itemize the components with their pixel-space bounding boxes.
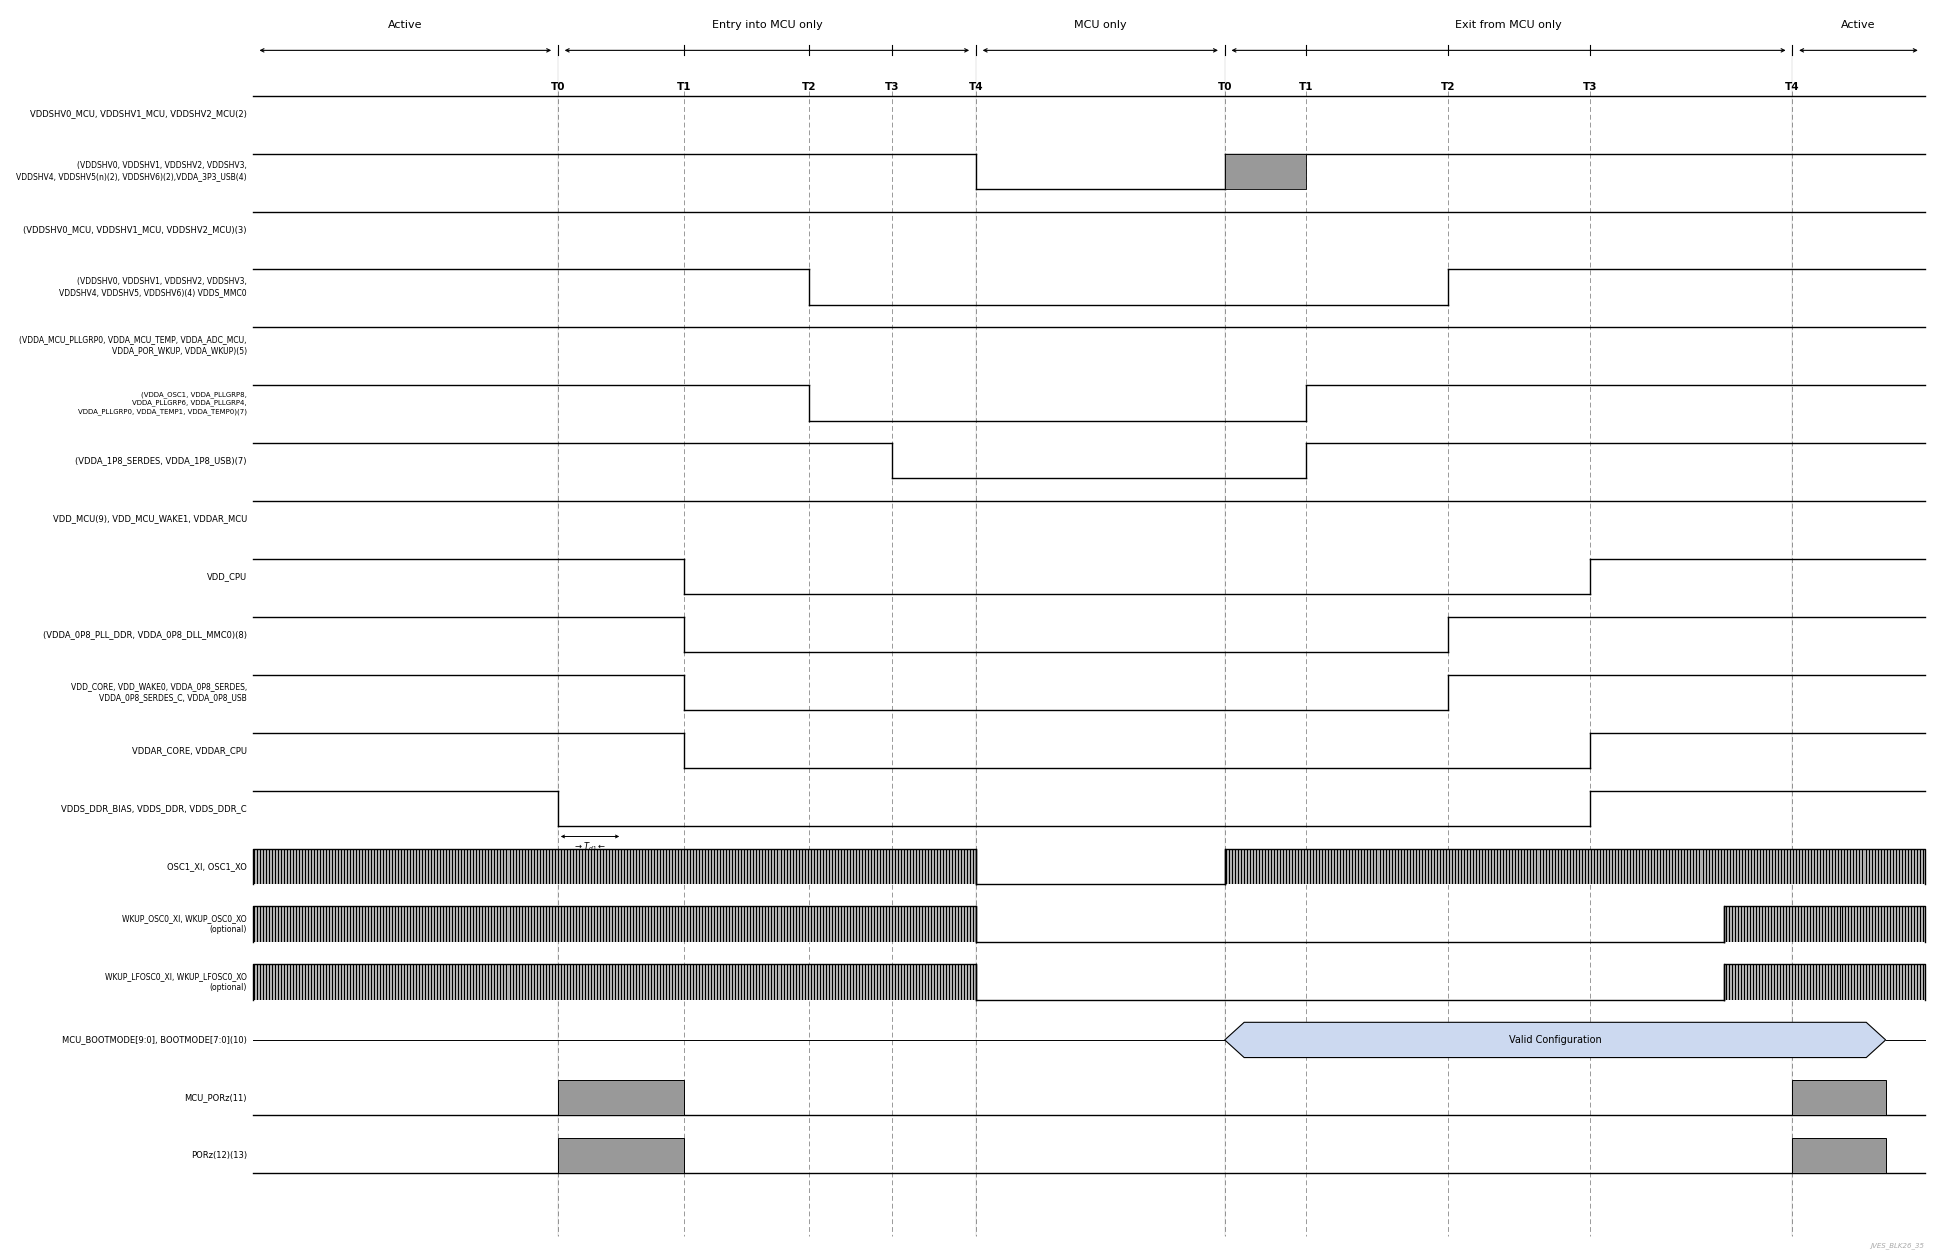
Text: T4: T4 [1785, 82, 1800, 92]
Bar [1724, 906, 1925, 942]
Text: MCU_PORz(11): MCU_PORz(11) [185, 1093, 247, 1103]
Bar [558, 1138, 684, 1173]
Text: VDDAR_CORE, VDDAR_CPU: VDDAR_CORE, VDDAR_CPU [132, 745, 247, 755]
Bar [1792, 1138, 1886, 1173]
Text: Entry into MCU only: Entry into MCU only [712, 20, 822, 30]
Text: (VDDA_MCU_PLLGRP0, VDDA_MCU_TEMP, VDDA_ADC_MCU,
VDDA_POR_WKUP, VDDA_WKUP)(5): (VDDA_MCU_PLLGRP0, VDDA_MCU_TEMP, VDDA_A… [19, 335, 247, 355]
Text: MCU_BOOTMODE[9:0], BOOTMODE[7:0](10): MCU_BOOTMODE[9:0], BOOTMODE[7:0](10) [62, 1035, 247, 1045]
Text: MCU only: MCU only [1073, 20, 1128, 30]
Text: T2: T2 [801, 82, 816, 92]
Text: Active: Active [1841, 20, 1876, 30]
Bar [1225, 849, 1925, 884]
Polygon shape [1225, 1022, 1886, 1058]
Bar [558, 1080, 684, 1115]
Text: VDD_CPU: VDD_CPU [206, 572, 247, 582]
Text: (VDDSHV0, VDDSHV1, VDDSHV2, VDDSHV3,
VDDSHV4, VDDSHV5(n)(2), VDDSHV6)(2),VDDA_3P: (VDDSHV0, VDDSHV1, VDDSHV2, VDDSHV3, VDD… [16, 161, 247, 181]
Text: $\rightarrow T_{d1} \leftarrow$: $\rightarrow T_{d1} \leftarrow$ [573, 840, 607, 852]
Text: VDD_CORE, VDD_WAKE0, VDDA_0P8_SERDES,
VDDA_0P8_SERDES_C, VDDA_0P8_USB: VDD_CORE, VDD_WAKE0, VDDA_0P8_SERDES, VD… [70, 682, 247, 703]
Text: T3: T3 [885, 82, 900, 92]
Text: PORz(12)(13): PORz(12)(13) [191, 1151, 247, 1161]
Bar [1792, 1080, 1886, 1115]
Text: T3: T3 [1582, 82, 1598, 92]
Bar [1724, 964, 1925, 1000]
Bar [253, 906, 976, 942]
Text: (VDDSHV0, VDDSHV1, VDDSHV2, VDDSHV3,
VDDSHV4, VDDSHV5, VDDSHV6)(4) VDDS_MMC0: (VDDSHV0, VDDSHV1, VDDSHV2, VDDSHV3, VDD… [58, 277, 247, 297]
Text: Active: Active [389, 20, 422, 30]
Bar [253, 849, 976, 884]
Text: WKUP_LFOSC0_XI, WKUP_LFOSC0_XO
(optional): WKUP_LFOSC0_XI, WKUP_LFOSC0_XO (optional… [105, 972, 247, 992]
Text: T2: T2 [1441, 82, 1456, 92]
Text: (VDDA_1P8_SERDES, VDDA_1P8_USB)(7): (VDDA_1P8_SERDES, VDDA_1P8_USB)(7) [76, 456, 247, 466]
Text: JVES_BLK26_35: JVES_BLK26_35 [1870, 1243, 1925, 1249]
Text: (VDDA_0P8_PLL_DDR, VDDA_0P8_DLL_MMC0)(8): (VDDA_0P8_PLL_DDR, VDDA_0P8_DLL_MMC0)(8) [43, 630, 247, 640]
Text: VDDSHV0_MCU, VDDSHV1_MCU, VDDSHV2_MCU(2): VDDSHV0_MCU, VDDSHV1_MCU, VDDSHV2_MCU(2) [29, 108, 247, 118]
Bar [253, 964, 976, 1000]
Text: T1: T1 [1299, 82, 1314, 92]
Text: Exit from MCU only: Exit from MCU only [1456, 20, 1561, 30]
Text: T0: T0 [1217, 82, 1232, 92]
Text: (VDDA_OSC1, VDDA_PLLGRP8,
VDDA_PLLGRP6, VDDA_PLLGRP4,
VDDA_PLLGRP0, VDDA_TEMP1, : (VDDA_OSC1, VDDA_PLLGRP8, VDDA_PLLGRP6, … [78, 392, 247, 414]
Text: VDD_MCU(9), VDD_MCU_WAKE1, VDDAR_MCU: VDD_MCU(9), VDD_MCU_WAKE1, VDDAR_MCU [52, 514, 247, 524]
Text: WKUP_OSC0_XI, WKUP_OSC0_XO
(optional): WKUP_OSC0_XI, WKUP_OSC0_XO (optional) [122, 914, 247, 934]
Text: T4: T4 [968, 82, 984, 92]
Text: Valid Configuration: Valid Configuration [1509, 1035, 1602, 1045]
Bar [1225, 154, 1306, 189]
Text: OSC1_XI, OSC1_XO: OSC1_XI, OSC1_XO [167, 861, 247, 871]
Text: T1: T1 [677, 82, 692, 92]
Text: VDDS_DDR_BIAS, VDDS_DDR, VDDS_DDR_C: VDDS_DDR_BIAS, VDDS_DDR, VDDS_DDR_C [62, 803, 247, 813]
Text: T0: T0 [550, 82, 566, 92]
Text: (VDDSHV0_MCU, VDDSHV1_MCU, VDDSHV2_MCU)(3): (VDDSHV0_MCU, VDDSHV1_MCU, VDDSHV2_MCU)(… [23, 224, 247, 234]
